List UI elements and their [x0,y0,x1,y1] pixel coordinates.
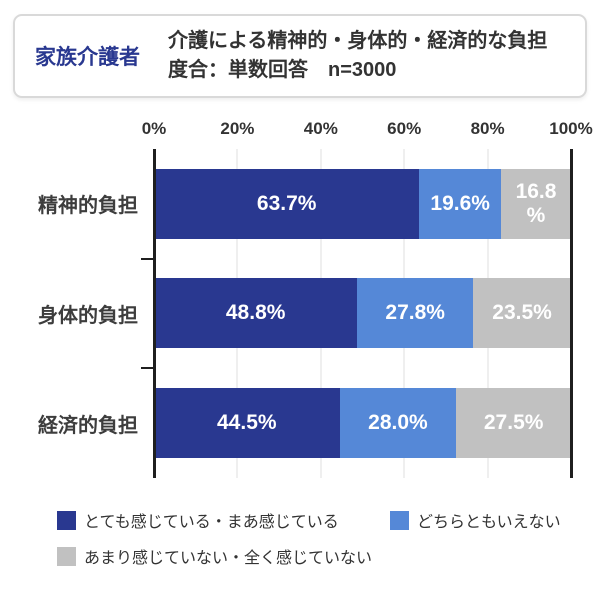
legend-label: あまり感じていない・全く感じていない [84,550,373,567]
bar-value-label: 63.7% [256,191,317,215]
bar-value-label: 28.0% [368,411,428,435]
x-axis-labels: 0% 20% 40% 60% 80% 100% [142,119,593,145]
bar-row: 44.5% 28.0% 27.5% [154,368,571,478]
bar-value-label: 19.6% [430,191,490,215]
bar-segment: 19.6% [419,168,502,239]
stacked-bar-chart: 0% 20% 40% 60% 80% 100% 63.7% 19.6% 16.8 % 48.8%… [0,119,600,478]
x-tick-label: 40% [303,119,338,138]
stacked-bar: 44.5% 28.0% 27.5% [154,388,571,459]
legend-item: とても感じている・まあ感じている [57,508,390,532]
stacked-bar: 63.7% 19.6% 16.8 % [154,168,571,239]
bar-segment: 27.5% [456,388,571,459]
bar-segment: 48.8% [154,278,358,349]
legend-swatch [390,510,409,530]
bar-value-label: 16.8 % [515,179,557,227]
bar-segment: 16.8 % [501,168,571,239]
bar-value-label: 27.5% [483,411,544,435]
legend-item: あまり感じていない・全く感じていない [57,544,372,568]
bar-value-label: 44.5% [217,411,277,435]
bar-segment: 44.5% [154,388,340,459]
axis-tick [141,367,154,370]
legend-label: どちらともいえない [417,514,561,531]
legend-swatch [57,546,76,566]
legend-row: あまり感じていない・全く感じていない [57,541,600,571]
x-tick-label: 80% [470,119,505,138]
bar-row: 63.7% 19.6% 16.8 % [154,149,571,259]
bar-segment: 63.7% [154,168,420,239]
legend-swatch [57,510,76,530]
header-label: 家族介護者 [35,46,140,69]
x-tick-label: 60% [387,119,422,138]
x-tick-label: 0% [141,119,167,138]
right-axis-line [569,149,573,478]
axis-tick [141,257,154,260]
legend: とても感じている・まあ感じている どちらともいえないあまり感じていない・全く感じて… [0,505,600,571]
bar-value-label: 23.5% [492,301,552,325]
legend-item: どちらともいえない [390,508,561,532]
bar-row: 48.8% 27.8% 23.5% [154,259,571,369]
category-label: 精神的負担 [38,195,138,218]
bar-value-label: 48.8% [225,301,286,325]
page: 家族介護者 介護による精神的・身体的・経済的な負担 度合：単数回答 n=3000… [0,14,600,595]
x-tick-label: 100% [549,119,593,138]
header-card: 家族介護者 介護による精神的・身体的・経済的な負担 度合：単数回答 n=3000 [13,14,587,98]
y-axis-line [152,149,156,478]
stacked-bar: 48.8% 27.8% 23.5% [154,278,571,349]
bar-segment: 28.0% [339,388,457,459]
x-tick-label: 20% [220,119,255,138]
legend-row: とても感じている・まあ感じている どちらともいえない [57,505,600,535]
bar-value-label: 27.8% [385,301,445,325]
chart-title: 介護による精神的・身体的・経済的な負担 度合：単数回答 n=3000 [168,30,548,81]
plot-area: 63.7% 19.6% 16.8 % 48.8% 27.8% 23.5% 44.5% 28.0… [141,149,573,478]
category-label: 経済的負担 [38,414,138,437]
legend-label: とても感じている・まあ感じている [84,514,339,531]
bar-segment: 27.8% [357,278,474,349]
category-label: 身体的負担 [38,304,138,327]
bar-segment: 23.5% [473,278,571,349]
